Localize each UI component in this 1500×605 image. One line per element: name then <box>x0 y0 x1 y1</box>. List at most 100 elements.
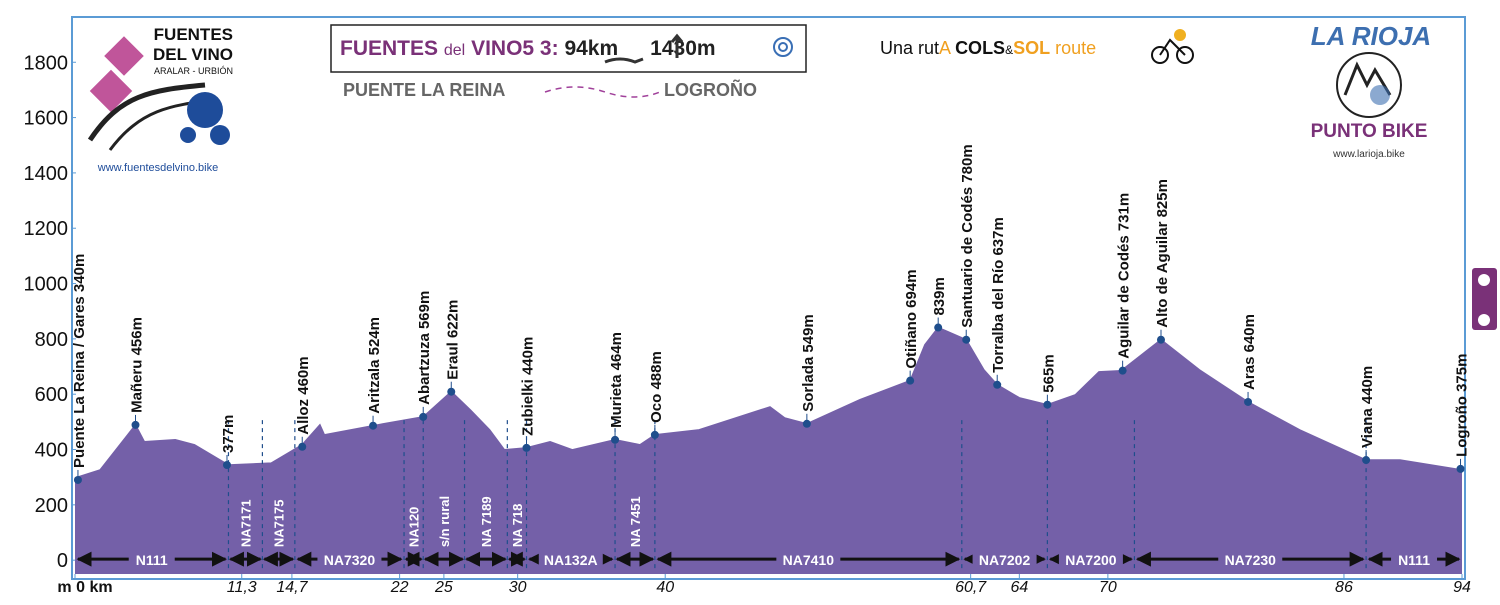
x-tick-label: 70 <box>1099 579 1117 596</box>
x-tick-label: 86 <box>1335 579 1353 596</box>
logo-blob <box>210 125 230 145</box>
logo-text: ARALAR - URBIÓN <box>154 66 233 76</box>
title-part: del <box>444 42 465 59</box>
waypoint-marker <box>962 335 971 344</box>
y-tick-label: 0 <box>57 550 68 572</box>
y-tick-label: 1600 <box>24 108 69 130</box>
plot: 0 200 400 600 800 1000 1200 1400 1600 1800 N111 NA7… <box>24 52 1472 596</box>
road-label: NA7410 <box>783 552 835 568</box>
cc-icon <box>1478 274 1490 286</box>
spiral-icon <box>773 37 793 57</box>
waypoint-marker <box>1043 400 1052 409</box>
waypoint-marker <box>650 430 659 439</box>
logo-road <box>87 82 206 142</box>
waypoint-label: Santuario de Codés 780m <box>959 144 976 327</box>
waypoint-marker <box>131 420 140 429</box>
x-tick-label: 30 <box>509 579 527 596</box>
road-label: NA 7451 <box>628 496 643 547</box>
tagline-part: SOL <box>1013 38 1050 58</box>
logo-diamond <box>104 36 144 76</box>
road-label: NA7200 <box>1065 552 1117 568</box>
y-tick-label: 1200 <box>24 218 69 240</box>
waypoint-marker <box>906 376 915 385</box>
tagline-part: route <box>1055 38 1096 58</box>
tagline-part: Una rut <box>880 38 939 58</box>
waypoint-label: 377m <box>220 415 237 453</box>
cc-badge <box>1472 268 1497 330</box>
frame <box>71 16 1466 580</box>
waypoint-label: Viana 440m <box>1359 366 1376 448</box>
waypoint-label: Otiñano 694m <box>903 269 920 368</box>
logo-mountain <box>1343 61 1392 96</box>
x-tick-label: 40 <box>656 579 674 596</box>
road-label-bg <box>128 549 175 570</box>
waypoint-marker <box>802 419 811 428</box>
waypoint-label: Zubielki 440m <box>520 337 537 436</box>
tagline-part: A <box>939 38 951 58</box>
waypoint-label: Aguilar de Codés 731m <box>1116 193 1133 359</box>
road-label: NA 7189 <box>479 496 494 547</box>
title-box <box>330 24 807 73</box>
road-label-bg <box>538 549 603 570</box>
waypoint-label: Aritzala 524m <box>366 317 383 414</box>
title-part: 94km <box>564 37 618 60</box>
chart-title: FUENTES del VINO5 3: 94km 1430m <box>340 37 716 60</box>
distance-icon <box>604 57 644 64</box>
x-tick-label: 25 <box>434 579 453 596</box>
logo-blob <box>187 92 223 128</box>
logo-left: FUENTES DEL VINO ARALAR - URBIÓN www.fue… <box>87 25 233 174</box>
waypoint-label: Alto de Aguilar 825m <box>1154 179 1171 328</box>
y-tick-label: 600 <box>35 384 68 406</box>
road-label-bg <box>776 549 841 570</box>
road-label: s/n rural <box>437 496 452 547</box>
waypoint-marker <box>1362 456 1371 465</box>
waypoint-marker <box>222 461 231 470</box>
road-label: NA 718 <box>510 504 525 548</box>
road-label: NA7202 <box>979 552 1031 568</box>
road-label-bg <box>1391 549 1438 570</box>
x-tick-label: 94 <box>1453 579 1471 596</box>
waypoint-marker <box>1244 397 1253 406</box>
road-label: NA7230 <box>1225 552 1277 568</box>
route-from: PUENTE LA REINA <box>343 80 505 100</box>
road-label-bg <box>1058 549 1123 570</box>
logo-url: www.larioja.bike <box>1332 149 1405 160</box>
waypoint-marker <box>993 380 1002 389</box>
waypoint-marker <box>73 475 82 484</box>
road-label: NA7175 <box>272 499 287 547</box>
logo-dot <box>1370 85 1390 105</box>
logo-url: www.fuentesdelvino.bike <box>97 162 218 174</box>
route-line <box>544 86 661 98</box>
x-tick-label: 64 <box>1010 579 1028 596</box>
x-tick-label: 60,7 <box>955 579 987 596</box>
road-label: NA7171 <box>238 499 253 547</box>
waypoint-marker <box>1156 335 1165 344</box>
waypoint-marker <box>934 323 943 332</box>
waypoint-marker <box>1456 464 1465 473</box>
waypoint-marker <box>522 443 531 452</box>
waypoint-label: Alloz 460m <box>295 356 312 434</box>
waypoint-marker <box>298 442 307 451</box>
road-label-bg <box>317 549 382 570</box>
road-label-bg <box>1218 549 1283 570</box>
climb-icon <box>670 33 684 58</box>
title-part: FUENTES <box>340 37 438 60</box>
title-part: 1430m <box>650 37 715 60</box>
road-label: N111 <box>136 552 168 568</box>
y-tick-label: 400 <box>35 440 68 462</box>
y-tick-label: 800 <box>35 329 68 351</box>
tagline-part: & <box>1005 43 1013 57</box>
logo-name: PUNTO BIKE <box>1311 121 1428 142</box>
waypoint-label: Sorlada 549m <box>800 314 817 412</box>
waypoint-marker <box>419 412 428 421</box>
logo-title: LA RIOJA <box>1311 21 1431 51</box>
route-to: LOGROÑO <box>664 79 757 100</box>
x-tick-label: 22 <box>390 579 409 596</box>
waypoint-marker <box>369 421 378 430</box>
tagline: Una rutA COLS&SOL route <box>880 38 1096 58</box>
cc-icon <box>1478 314 1490 326</box>
road-label-bg <box>972 549 1037 570</box>
y-tick-label: 1800 <box>24 52 69 74</box>
x-tick-label: 11,3 <box>227 579 257 596</box>
waypoint-label: 839m <box>931 277 948 315</box>
